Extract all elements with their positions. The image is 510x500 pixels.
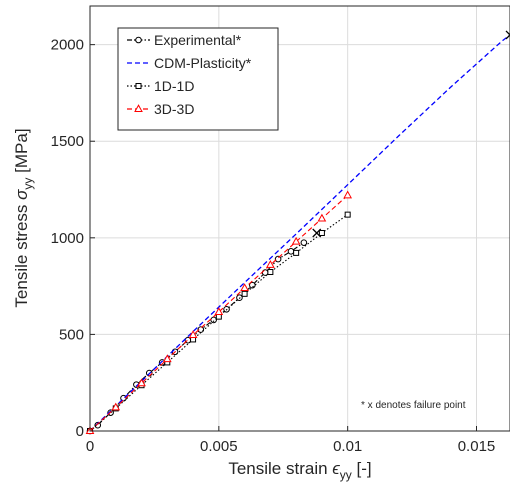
data-point-3d-3d — [317, 213, 327, 222]
x-tick-label: 0.005 — [200, 438, 238, 455]
legend-label: CDM-Plasticity* — [154, 55, 252, 71]
legend-label: 3D-3D — [154, 101, 194, 117]
legend-marker — [134, 104, 143, 112]
series-line-3d-3d — [89, 194, 349, 432]
data-point-3d-3d — [188, 330, 198, 338]
legend-item-cdm-plasticity: CDM-Plasticity* — [127, 55, 252, 71]
legend: Experimental* CDM-Plasticity* 1D-1D 3D-3D — [117, 27, 279, 131]
data-point-cdm-plasticity-failure — [505, 30, 510, 40]
data-point-3d-3d — [291, 236, 301, 245]
plot-frame — [89, 5, 510, 432]
data-point-experimental — [274, 255, 282, 263]
failure-note: * x denotes failure point — [361, 400, 466, 411]
y-tick-label: 500 — [59, 326, 84, 343]
data-point-3d-3d — [266, 260, 275, 268]
legend-item-3d-3d: 3D-3D — [127, 101, 194, 117]
data-point-3d-3d — [111, 402, 121, 411]
x-axis-label: Tensile strain ϵyy [-] — [228, 459, 371, 483]
data-point-1d-1d — [241, 290, 248, 297]
legend-item-experimental: Experimental* — [127, 32, 242, 48]
x-tick-label: 0 — [86, 438, 94, 455]
legend-box — [117, 27, 279, 131]
series-cdm-plasticity-failure — [505, 30, 510, 40]
legend-item-1d-1d: 1D-1D — [127, 78, 194, 94]
data-point-1d-1d — [293, 249, 300, 256]
axis-ticks: 0 0.005 0.01 0.015 0 500 1000 1500 2000 — [51, 37, 496, 455]
data-point-experimental — [210, 316, 217, 324]
data-point-3d-3d — [214, 307, 224, 315]
data-point-3d-3d — [162, 354, 172, 363]
data-point-1d-1d — [318, 229, 325, 236]
legend-marker — [135, 83, 142, 89]
legend-label: Experimental* — [154, 32, 242, 48]
data-point-experimental — [300, 239, 308, 246]
legend-items: Experimental* CDM-Plasticity* 1D-1D 3D-3D — [127, 32, 252, 117]
data-point-1d-1d — [344, 211, 351, 218]
data-point-3d-3d — [343, 190, 353, 199]
data-point-3d-3d — [240, 283, 249, 292]
x-tick-label: 0.015 — [458, 438, 496, 455]
y-tick-label: 0 — [76, 423, 84, 440]
data-point-experimental — [287, 248, 295, 255]
y-tick-label: 2000 — [51, 37, 84, 54]
legend-label: 1D-1D — [154, 78, 194, 94]
data-point-3d-3d — [137, 378, 146, 387]
y-tick-label: 1000 — [51, 230, 84, 247]
legend-marker — [135, 36, 142, 44]
y-axis-label: Tensile stress σyy [MPa] — [12, 128, 36, 307]
series-3d-3d — [85, 190, 353, 434]
x-tick-label: 0.01 — [333, 438, 362, 455]
y-tick-label: 1500 — [51, 133, 84, 150]
data-point-experimental — [94, 421, 102, 429]
data-point-1d-1d — [267, 269, 274, 276]
